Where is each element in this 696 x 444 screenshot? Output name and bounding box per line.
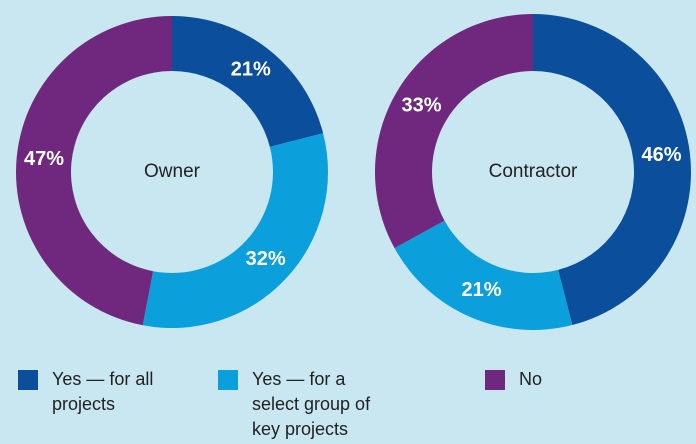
legend-item: No — [485, 367, 619, 392]
donut-slice — [15, 16, 173, 326]
donut-slice — [172, 16, 324, 147]
center-label: Contractor — [489, 161, 578, 182]
legend-label: No — [519, 369, 543, 389]
slice-label: 47% — [24, 148, 64, 170]
charts: 21% 32% 47% Owner 46% 21% 33% Contractor — [15, 13, 691, 330]
slice-label: 33% — [402, 94, 442, 116]
donut-slice — [142, 133, 328, 328]
legend-swatch — [218, 370, 238, 390]
legend-label: Yes — for all projects — [52, 369, 154, 414]
center-label: Owner — [144, 161, 201, 182]
legend-item: Yes — for a select group of key projects — [218, 367, 392, 442]
slice-label: 46% — [641, 144, 681, 166]
slice-label: 32% — [246, 248, 286, 270]
donut-slice — [375, 13, 533, 249]
slice-label: 21% — [231, 59, 271, 81]
donut-slice — [533, 14, 691, 326]
donut-slice — [394, 220, 573, 330]
legend-item: Yes — for all projects — [18, 367, 160, 417]
legend-label: Yes — for a select group of key projects — [252, 369, 371, 439]
legend-swatch — [485, 370, 505, 390]
legend-swatch — [18, 370, 38, 390]
slice-label: 21% — [462, 279, 502, 301]
